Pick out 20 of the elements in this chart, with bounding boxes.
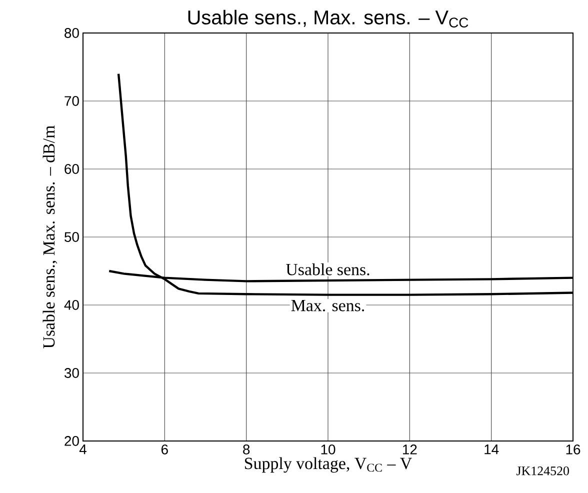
series-label: Usable sens. xyxy=(286,263,370,276)
y-tick-label: 60 xyxy=(64,164,79,174)
y-tick-label: 80 xyxy=(64,28,79,38)
x-axis-title: Supply voltage, V$_{CC}$ – V xyxy=(245,457,412,473)
x-tick-label: 12 xyxy=(402,444,417,454)
series-label: Max. sens. xyxy=(291,300,364,312)
x-tick-label: 16 xyxy=(566,444,580,454)
y-tick-label: 20 xyxy=(64,436,79,446)
y-tick-label: 30 xyxy=(64,368,79,378)
x-tick-label: 14 xyxy=(484,444,499,454)
y-tick-label: 40 xyxy=(64,300,79,310)
text: JK124520 xyxy=(516,466,569,476)
x-tick-label: 10 xyxy=(321,444,336,454)
x-tick-label: 8 xyxy=(243,444,250,454)
x-tick-label: 6 xyxy=(161,444,168,454)
x-tick-label: 4 xyxy=(79,444,86,454)
y-tick-label: 70 xyxy=(64,96,79,106)
y-axis-title: Usable sens., Max. sens. – dB/m xyxy=(42,126,58,348)
y-tick-label: 50 xyxy=(64,232,79,242)
chart-title: Usable sens., Max. sens. – V$_{CC}$ xyxy=(188,10,468,28)
